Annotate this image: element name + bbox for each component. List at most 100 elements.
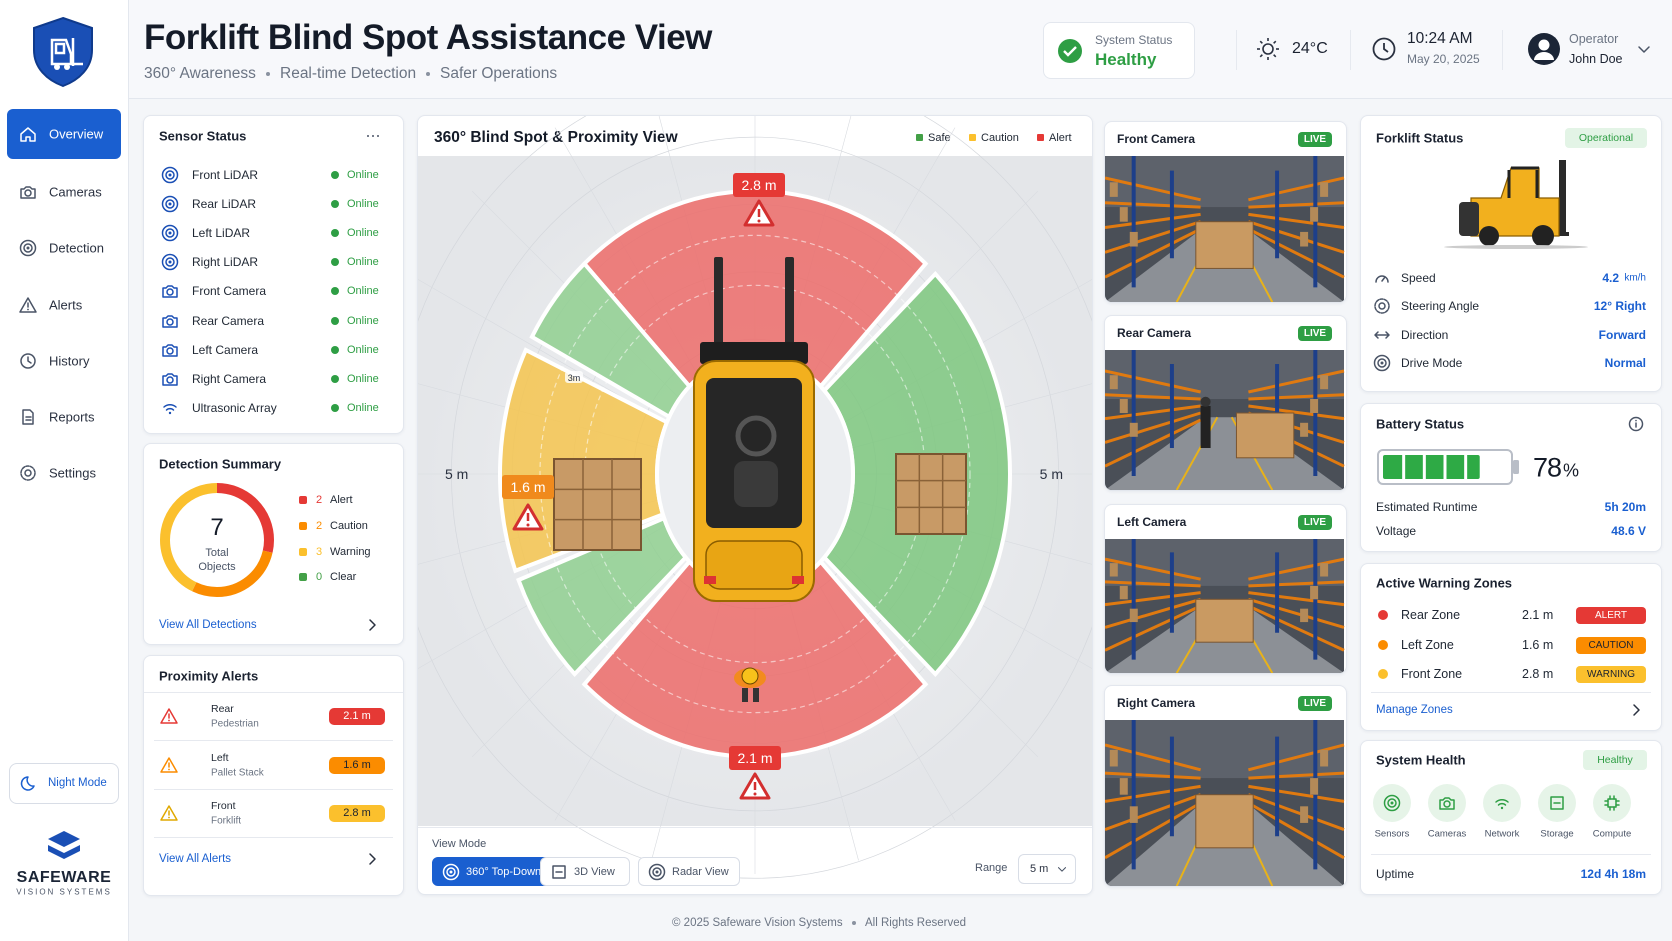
view-mode-button[interactable]: 3D View [540,857,630,886]
range-value: 5 m [1030,863,1049,875]
stock [1129,608,1138,623]
footer: © 2025 Safeware Vision Systems All Rights… [129,905,1672,941]
sensor-name: Front Camera [192,284,267,299]
nav-item[interactable]: Reports [7,392,121,442]
icon-shape [168,411,172,414]
view-mode-button[interactable]: 360° Top-Down [432,857,554,886]
tagline: 360° Awareness [144,65,256,82]
zone-name: Rear Zone [1401,608,1461,622]
legend-swatch [299,496,307,504]
divider [1350,30,1351,70]
night-mode-button[interactable]: Night Mode [9,763,119,804]
icon-shape [161,195,179,213]
icon [1628,416,1644,432]
icon [160,756,178,773]
shelf-beam [1105,557,1201,581]
icon [1550,796,1564,810]
worker [1200,406,1211,448]
nav-item[interactable]: Detection [7,223,121,273]
stock [1109,563,1118,577]
icon-shape [1443,800,1451,808]
grid-ring [418,116,1092,879]
state-badge: Operational [1565,128,1647,148]
icon [1383,794,1401,812]
view-mode-button[interactable]: Radar View [638,857,740,886]
icon-shape [552,864,566,879]
view-all-link[interactable]: View All Detections [159,619,257,631]
nav-item[interactable]: History [7,336,121,386]
legend-swatch [299,573,307,582]
voltage-value: 48.6 V [1611,524,1646,538]
icon [369,853,376,865]
shield-wheel [64,64,70,70]
status-dot [426,72,430,76]
proximity-alerts-panel: Proximity Alerts Rear Pedestrian 2.1 m Left P… [143,655,404,896]
icon-shape [442,863,460,880]
distance-tag [729,746,781,770]
panel-title: Active Warning Zones [1376,575,1513,591]
item-count: 3 [316,545,323,558]
stock [1119,207,1128,222]
icon-shape [19,297,37,313]
icon [1057,867,1067,872]
icon-shape [168,768,170,770]
icon-shape [163,403,177,411]
clock-hands [1383,43,1389,53]
nav-item[interactable]: Settings [7,448,121,498]
zone-name: Left Zone [1401,637,1454,652]
shelf-beam [1248,591,1345,607]
icon-shape [162,285,178,299]
item-label: Warning [330,545,371,558]
panel-title: System Health [1376,752,1466,768]
status-check [1058,39,1082,63]
camera-name: Right Camera [1117,696,1196,710]
pallet [553,458,642,551]
shelf-beam [1105,220,1202,254]
person-leg [742,688,748,702]
icon [552,864,566,879]
icon-shape [1375,275,1389,283]
icon [161,195,179,213]
alert-object: Pallet Stack [211,767,264,778]
nav-item[interactable]: Cameras [7,167,121,217]
zone-name: Front Zone [1401,667,1463,681]
stock [1300,806,1309,823]
donut-segment [160,483,274,597]
status-dot [376,134,380,138]
metric-value: Normal [1604,355,1646,370]
shelf-beam [1248,201,1345,209]
divider [144,692,403,693]
metric-label: Speed [1401,271,1436,285]
stock [1109,749,1118,767]
icon-shape [166,317,174,326]
status-label: System Status [1095,33,1173,47]
range-select[interactable]: 5 m [1018,854,1076,884]
shelf-beam [1105,801,1202,860]
icon [162,372,178,386]
icon-shape [160,805,178,821]
uptime-value: 12d 4h 18m [1580,867,1646,881]
stock [1119,778,1128,795]
stock [1119,585,1128,600]
icon-shape [162,372,178,386]
component-icon-bg [1428,784,1466,822]
range-label: Range [975,862,1008,874]
item-label: Alert [330,494,353,506]
divider [1236,30,1237,70]
fork [714,257,723,347]
stock [1320,375,1329,390]
nav-item[interactable]: Alerts [7,280,121,330]
sensor-name: Left LiDAR [192,226,251,241]
icon-shape [655,870,659,873]
item-count: 0 [316,571,323,584]
live-badge: LIVE [1298,515,1332,530]
view-all-link[interactable]: View All Alerts [159,853,232,865]
ceiling [1105,156,1344,208]
icon-shape [1373,354,1391,372]
stock [1129,422,1138,437]
live-badge: LIVE [1298,696,1332,711]
icon [1375,275,1389,283]
manage-zones-link[interactable]: Manage Zones [1376,704,1453,716]
icon [22,409,34,425]
nav-item[interactable]: Overview [7,109,121,159]
